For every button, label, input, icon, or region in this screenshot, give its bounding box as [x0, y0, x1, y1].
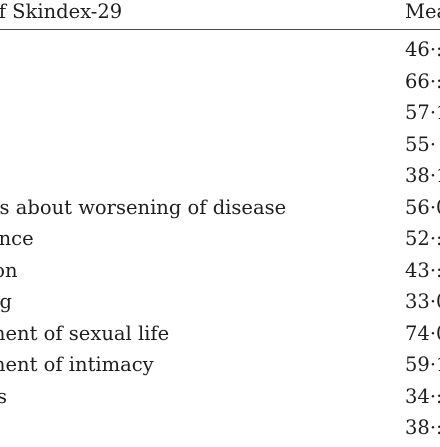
row-mean-value: 38·: [405, 416, 440, 439]
row-mean-value: 74·0 [405, 321, 440, 345]
row-domain-label: ment of sexual life [0, 321, 170, 345]
table-row: s46·: [0, 37, 440, 69]
row-mean-value: 57·1 [405, 101, 440, 124]
row-domain-label: ance [0, 227, 34, 250]
row-mean-value: 56·0 [405, 195, 440, 219]
table-row: ion 43·: [0, 258, 440, 290]
row-domain-label: ion [0, 258, 18, 282]
table-row: ss 34·: [0, 384, 440, 416]
table-row: n57·1 [0, 100, 440, 132]
header-divider [0, 29, 440, 30]
row-mean-value: 59·1 [405, 353, 440, 376]
header-mean-label: Mea [405, 0, 440, 23]
table-row: ns about worsening of disease 56·0 [0, 195, 440, 227]
table-row: ance 52·: [0, 226, 440, 258]
table-row: 55· [0, 132, 440, 164]
table-row: 38·1 [0, 163, 440, 195]
row-mean-value: 34·: [405, 384, 440, 408]
row-domain-label: ss [0, 384, 8, 408]
table-row: ment of intimacy 59·1 [0, 352, 440, 384]
row-mean-value: 55· [405, 132, 437, 156]
header-domain-label: of Skindex-29 [0, 0, 123, 23]
table-row: ng 33·0 [0, 289, 440, 321]
row-domain-label: ns about worsening of disease [0, 195, 287, 219]
row-mean-value: 38·1 [405, 164, 440, 187]
table-row: s66·: [0, 69, 440, 101]
row-mean-value: 46·: [405, 38, 440, 61]
row-mean-value: 43·: [405, 258, 440, 282]
row-mean-value: 33·0 [405, 290, 440, 313]
table-row: ment of sexual life 74·0 [0, 321, 440, 353]
row-domain-label: ng [0, 290, 13, 313]
table-row: e38·: [0, 415, 440, 447]
row-mean-value: 66·: [405, 69, 440, 93]
table-header: of Skindex-29 Mea [0, 0, 440, 29]
row-mean-value: 52·: [405, 227, 440, 250]
row-domain-label: ment of intimacy [0, 353, 154, 376]
